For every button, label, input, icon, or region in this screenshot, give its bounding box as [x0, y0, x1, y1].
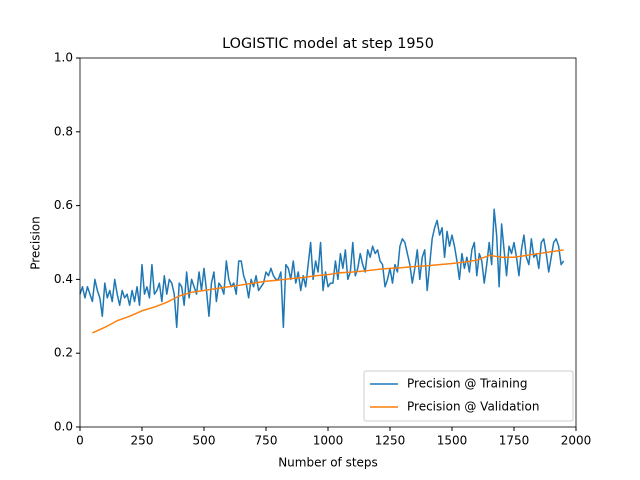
x-tick-label: 2000	[561, 434, 592, 448]
line-series	[92, 249, 564, 334]
x-axis-label: Number of steps	[278, 456, 378, 470]
x-tick-label: 1750	[499, 434, 530, 448]
y-tick-label: 0.4	[54, 272, 73, 286]
legend-label: Precision @ Validation	[407, 400, 539, 414]
x-tick-label: 750	[255, 434, 278, 448]
x-tick-label: 1250	[375, 434, 406, 448]
x-tick-label: 0	[76, 434, 84, 448]
legend-box	[363, 370, 574, 422]
y-tick-label: 0.0	[54, 420, 73, 434]
x-tick-label: 1000	[313, 434, 344, 448]
y-axis-label: Precision	[29, 216, 43, 270]
y-tick-label: 0.6	[54, 198, 73, 212]
line-series	[79, 208, 565, 329]
legend-label: Precision @ Training	[407, 377, 528, 391]
x-tick-label: 500	[193, 434, 216, 448]
x-tick-label: 250	[131, 434, 154, 448]
y-tick-label: 0.2	[54, 346, 73, 360]
y-tick-label: 1.0	[54, 51, 73, 65]
chart-title: LOGISTIC model at step 1950	[222, 36, 434, 52]
y-tick-label: 0.8	[54, 124, 73, 138]
x-tick-label: 1500	[437, 434, 468, 448]
plot-frame	[79, 57, 577, 428]
